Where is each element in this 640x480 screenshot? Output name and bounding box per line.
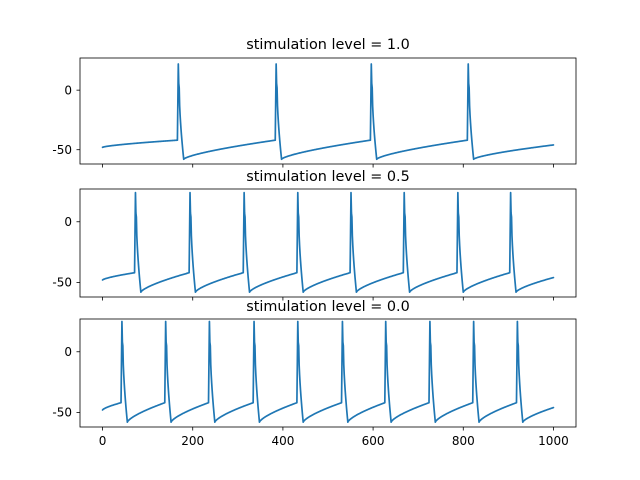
subplot-stimulation-0-0: stimulation level = 0.0 0 -50 0 200 400 600 80… <box>52 299 577 448</box>
subplot-stimulation-1-0: stimulation level = 1.0 0 -50 <box>52 37 577 168</box>
x-tick-label: 800 <box>452 434 475 448</box>
x-tick-label: 400 <box>271 434 294 448</box>
y-tick-label: 0 <box>64 83 72 97</box>
subplot-title: stimulation level = 0.5 <box>246 169 410 185</box>
membrane-potential-trace <box>101 320 555 423</box>
membrane-potential-trace <box>101 191 555 293</box>
y-tick-label: 0 <box>64 215 72 229</box>
x-tick-label: 600 <box>362 434 385 448</box>
axes-frame <box>79 188 577 298</box>
x-tick-label: 0 <box>99 434 107 448</box>
axes-frame <box>79 318 577 428</box>
subplot-title: stimulation level = 1.0 <box>246 37 410 53</box>
x-tick-label: 200 <box>181 434 204 448</box>
y-tick-label: 0 <box>64 345 72 359</box>
subplot-title: stimulation level = 0.0 <box>246 299 410 315</box>
y-tick-label: -50 <box>52 143 72 157</box>
subplot-stimulation-0-5: stimulation level = 0.5 0 -50 <box>52 169 577 301</box>
y-tick-label: -50 <box>52 276 72 290</box>
membrane-potential-trace <box>101 63 555 161</box>
x-tick-label: 1000 <box>538 434 569 448</box>
y-tick-label: -50 <box>52 406 72 420</box>
axes-frame <box>79 57 577 165</box>
